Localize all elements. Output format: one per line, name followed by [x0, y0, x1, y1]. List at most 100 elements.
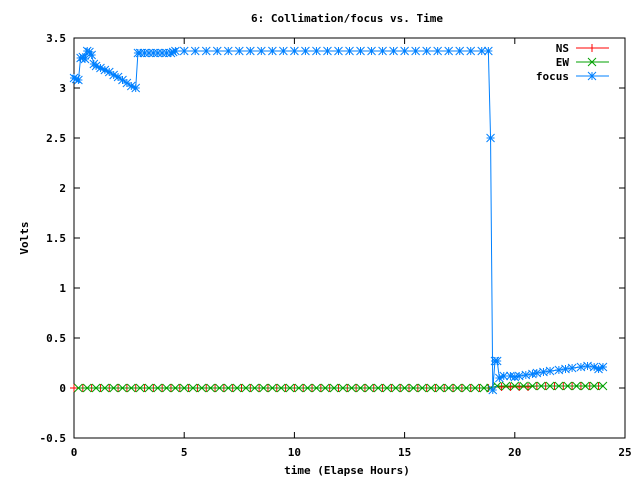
legend-marker [587, 57, 597, 67]
data-point-EW [250, 383, 260, 393]
data-point-EW [276, 383, 286, 393]
data-point-focus [598, 362, 608, 372]
series-EW [74, 381, 608, 393]
y-tick-label: 2 [59, 182, 66, 195]
data-point-focus [400, 46, 409, 56]
data-point-EW [373, 383, 383, 393]
y-tick-label: 3.5 [46, 32, 66, 45]
data-point-focus [433, 46, 443, 56]
x-tick-label: 0 [71, 446, 78, 459]
data-point-EW [171, 383, 180, 393]
axis-ticks: 0 5 10 15 20 25 -0.5 0 0.5 1 1.5 2 2.5 3 3.5 [40, 32, 632, 459]
data-point-EW [510, 381, 520, 391]
chart-title: 6: Collimation/focus vs. Time [251, 12, 443, 25]
data-point-focus [367, 46, 376, 56]
data-point-EW [453, 383, 462, 393]
y-tick-label: 1.5 [46, 232, 66, 245]
x-axis-title: time (Elapse Hours) [284, 464, 410, 477]
y-tick-label: 2.5 [46, 132, 66, 145]
data-point-EW [91, 383, 101, 393]
data-point-focus [411, 46, 420, 56]
data-point-EW [197, 383, 207, 393]
data-point-EW [259, 383, 268, 393]
data-point-EW [470, 383, 480, 393]
data-point-NS [524, 383, 533, 391]
x-tick-label: 5 [181, 446, 188, 459]
data-point-EW [206, 383, 216, 393]
data-point-EW [179, 383, 189, 393]
data-point-EW [126, 383, 136, 393]
data-point-EW [391, 383, 401, 393]
legend-item-focus: focus [536, 70, 609, 83]
data-point-EW [347, 383, 357, 393]
data-point-focus [521, 370, 531, 380]
data-point-EW [444, 383, 454, 393]
data-point-focus [179, 46, 189, 56]
data-point-focus [87, 50, 96, 60]
data-point-EW [435, 383, 445, 393]
data-point-EW [303, 383, 312, 393]
data-point-NS [506, 383, 515, 391]
data-point-EW [409, 383, 418, 393]
data-point-EW [144, 383, 154, 393]
data-point-EW [563, 381, 573, 391]
data-point-EW [74, 383, 83, 393]
data-point-EW [118, 383, 127, 393]
y-tick-label: 3 [59, 82, 66, 95]
data-point-EW [400, 383, 409, 393]
data-point-focus [104, 67, 114, 77]
data-point-focus [378, 46, 387, 56]
data-point-NS [497, 383, 506, 391]
x-tick-label: 25 [618, 446, 631, 459]
y-tick-label: 0.5 [46, 332, 66, 345]
data-point-EW [153, 383, 163, 393]
data-point-focus [455, 46, 465, 56]
series-line-focus [73, 50, 604, 391]
data-point-EW [572, 381, 581, 391]
data-point-EW [589, 381, 599, 391]
data-point-focus [131, 83, 141, 93]
data-point-focus [290, 46, 299, 56]
legend-marker [588, 44, 596, 52]
data-point-EW [223, 383, 233, 393]
data-point-EW [461, 383, 471, 393]
data-point-NS [70, 384, 78, 392]
x-tick-label: 20 [508, 446, 521, 459]
data-point-EW [382, 383, 392, 393]
data-point-EW [241, 383, 251, 393]
data-point-EW [162, 383, 171, 393]
data-point-EW [519, 381, 528, 391]
data-point-focus [345, 46, 354, 56]
legend-label: NS [556, 42, 569, 55]
data-point-EW [528, 381, 537, 391]
data-point-focus [245, 46, 255, 56]
data-point-focus [268, 46, 277, 56]
data-point-focus [488, 385, 498, 395]
data-point-EW [294, 383, 304, 393]
data-point-EW [312, 383, 321, 393]
data-point-focus [466, 46, 476, 56]
data-point-EW [417, 383, 427, 393]
data-point-NS [515, 383, 524, 391]
data-point-focus [279, 46, 288, 56]
y-tick-label: 0 [59, 382, 66, 395]
legend-marker [587, 71, 597, 81]
data-point-focus [334, 46, 343, 56]
data-point-EW [364, 383, 374, 393]
data-point-EW [135, 383, 145, 393]
data-point-focus [323, 46, 332, 56]
data-point-focus [91, 61, 101, 71]
data-point-focus [212, 46, 222, 56]
y-tick-label: 1 [59, 282, 66, 295]
series-focus [69, 46, 608, 395]
data-point-EW [329, 383, 339, 393]
x-tick-label: 15 [398, 446, 411, 459]
data-point-EW [501, 381, 511, 391]
data-point-EW [338, 383, 348, 393]
data-point-EW [232, 383, 242, 393]
legend-label: EW [556, 56, 570, 69]
data-point-EW [356, 383, 365, 393]
data-point-EW [215, 383, 224, 393]
data-point-EW [554, 381, 564, 391]
